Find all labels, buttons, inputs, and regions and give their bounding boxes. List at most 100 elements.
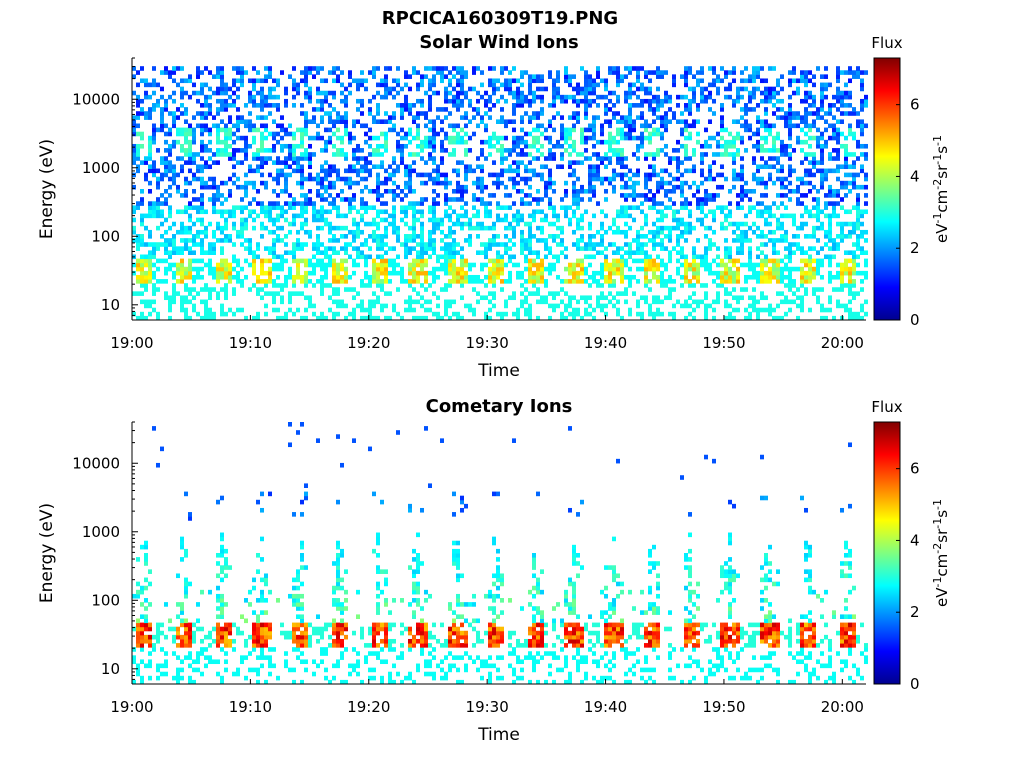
heatmap-cell [372,270,376,276]
heatmap-cell [132,217,136,223]
heatmap-cell [844,160,848,165]
heatmap-cell [156,315,160,321]
heatmap-cell [816,201,820,206]
heatmap-cell [540,279,544,284]
heatmap-cell [144,111,148,116]
heatmap-cell [656,234,660,239]
heatmap-cell [684,258,688,264]
heatmap-cell [352,168,356,174]
heatmap-cell [820,184,824,190]
heatmap-cell [300,78,304,84]
heatmap-cell [336,111,340,116]
heatmap-cell [688,303,692,309]
heatmap-cell [200,193,204,198]
heatmap-cell [276,205,280,210]
heatmap-cell [816,139,820,145]
heatmap-cell [820,209,824,215]
heatmap-cell [376,254,380,260]
heatmap-cell [428,299,432,305]
heatmap-cell [188,94,192,100]
heatmap-cell [432,274,436,280]
heatmap-cell [392,168,396,174]
heatmap-cell [220,201,224,206]
heatmap-cell [672,176,676,182]
heatmap-cell [464,111,468,116]
heatmap-cell [800,160,804,165]
heatmap-cell [392,172,396,178]
heatmap-cell [764,295,768,301]
heatmap-cell [724,127,728,133]
heatmap-cell [392,246,396,251]
heatmap-cell [644,156,648,161]
heatmap-cell [288,74,292,79]
heatmap-cell [264,180,268,186]
heatmap-cell [276,168,280,174]
heatmap-cell [236,123,240,129]
heatmap-cell [596,299,600,305]
heatmap-cell [348,274,352,280]
heatmap-cell [164,291,168,296]
heatmap-cell [844,103,848,108]
heatmap-cell [400,143,404,149]
heatmap-cell [392,156,396,161]
heatmap-cell [680,217,684,223]
heatmap-cell [144,213,148,219]
heatmap-cell [688,66,692,71]
heatmap-cell [412,70,416,75]
heatmap-cell [296,307,300,313]
heatmap-cell [612,217,616,223]
heatmap-cell [528,262,532,268]
heatmap-cell [716,86,720,92]
heatmap-cell [180,193,184,198]
heatmap-cell [364,258,368,264]
heatmap-cell [852,242,856,247]
heatmap-cell [248,90,252,96]
heatmap-cell [308,143,312,149]
heatmap-cell [252,197,256,202]
heatmap-cell [628,90,632,96]
heatmap-cell [304,90,308,96]
heatmap-cell [616,299,620,305]
heatmap-cell [420,262,424,268]
heatmap-cell [360,82,364,88]
heatmap-cell [364,270,368,276]
heatmap-cell [832,315,836,321]
heatmap-cell [724,299,728,305]
heatmap-cell [332,258,336,264]
heatmap-cell [840,279,844,284]
heatmap-cell [144,172,148,178]
heatmap-cell [480,225,484,231]
heatmap-cell [740,123,744,129]
heatmap-cell [280,258,284,264]
heatmap-cell [368,152,372,157]
heatmap-cell [476,90,480,96]
heatmap-cell [404,213,408,219]
heatmap-cell [280,299,284,305]
heatmap-cell [604,94,608,100]
heatmap-cell [428,234,432,239]
heatmap-cell [752,94,756,100]
heatmap-cell [200,123,204,129]
heatmap-cell [348,82,352,88]
heatmap-cell [752,307,756,313]
heatmap-cell [452,127,456,133]
heatmap-cell [504,262,508,268]
heatmap-cell [360,299,364,305]
heatmap-cell [480,115,484,120]
heatmap-cell [660,238,664,243]
heatmap-cell [792,111,796,116]
heatmap-cell [664,266,668,272]
heatmap-cell [140,66,144,71]
heatmap-cell [376,193,380,198]
heatmap-cell [612,250,616,255]
heatmap-cell [224,283,228,288]
heatmap-cell [664,180,668,186]
heatmap-cell [524,70,528,75]
heatmap-cell [256,274,260,280]
heatmap-cell [520,103,524,108]
heatmap-cell [504,66,508,71]
heatmap-cell [284,189,288,194]
heatmap-cell [304,119,308,124]
heatmap-cell [332,131,336,137]
heatmap-cell [220,307,224,313]
